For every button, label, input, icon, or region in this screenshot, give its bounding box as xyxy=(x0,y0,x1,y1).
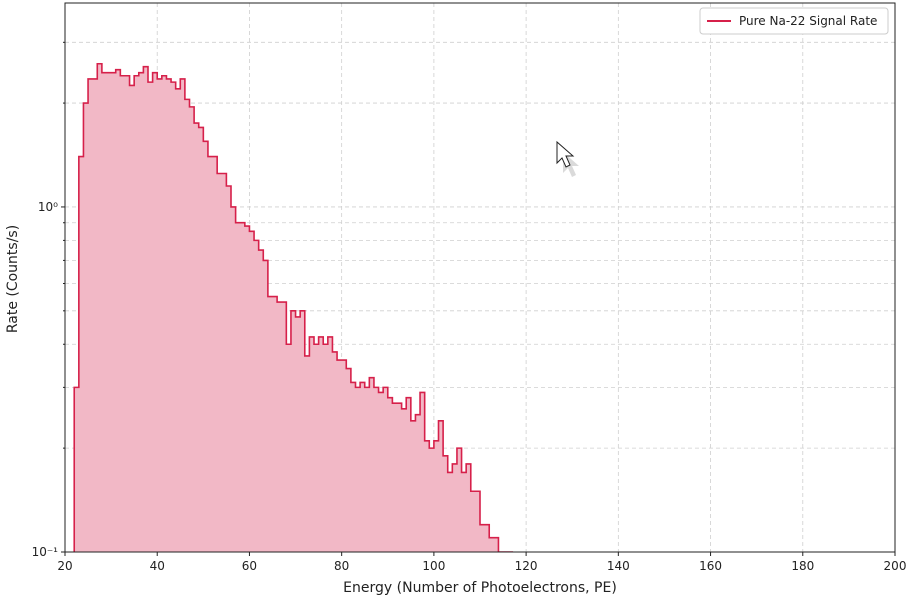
x-axis-label: Energy (Number of Photoelectrons, PE) xyxy=(343,580,617,596)
x-tick-label: 100 xyxy=(422,559,445,573)
series-area-layer xyxy=(74,63,517,552)
legend[interactable]: Pure Na-22 Signal Rate xyxy=(699,7,889,35)
x-tick-label: 200 xyxy=(884,559,907,573)
x-tick-label: 180 xyxy=(791,559,814,573)
x-tick-label: 160 xyxy=(699,559,722,573)
x-tick-label: 20 xyxy=(57,559,72,573)
y-tick-label: 10⁻¹ xyxy=(32,545,59,559)
legend-box xyxy=(699,7,889,35)
y-axis: 10⁻¹ 10⁰ xyxy=(32,41,65,559)
x-tick-label: 120 xyxy=(515,559,538,573)
series-step-line xyxy=(73,62,518,552)
mouse-cursor-icon xyxy=(556,140,579,177)
series-line-layer xyxy=(73,62,518,552)
y-axis-label: Rate (Counts/s) xyxy=(5,225,21,333)
legend-entry-label: Pure Na-22 Signal Rate xyxy=(739,14,877,28)
plot-frame xyxy=(64,2,896,553)
y-tick-label: 10⁰ xyxy=(38,200,58,214)
x-tick-label: 60 xyxy=(242,559,257,573)
x-tick-label: 40 xyxy=(150,559,165,573)
series-area-fill xyxy=(74,63,517,552)
plot-border xyxy=(64,2,896,553)
x-tick-label: 80 xyxy=(334,559,349,573)
x-tick-label: 140 xyxy=(607,559,630,573)
x-axis: 20 40 60 80 100 120 140 160 180 200 xyxy=(57,552,906,573)
